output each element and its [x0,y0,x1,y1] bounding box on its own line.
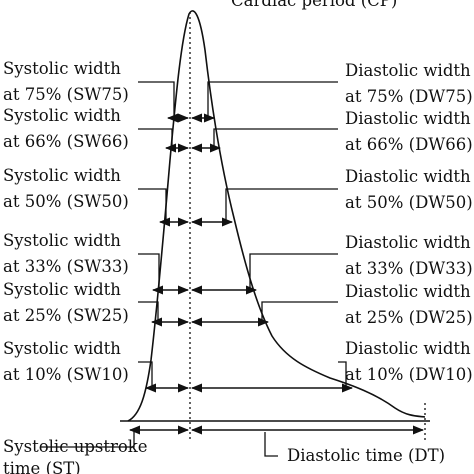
width-markers [138,81,354,393]
sw66-label-line1: Systolic width [3,106,121,125]
sw75-label-line2: at 75% (SW75) [3,85,129,104]
sw33-label-line2: at 33% (SW33) [3,257,129,276]
dw25-leader [261,301,338,320]
sw33-leader [138,253,160,288]
diastolic-time-label: Diastolic time (DT) [287,446,445,465]
dw66-label-line1: Diastolic width [345,109,471,128]
dw10-leader [338,361,347,386]
dw33-label-line1: Diastolic width [345,233,471,252]
sw66-leader [138,128,173,146]
dw50-label-line1: Diastolic width [345,167,471,186]
dt-leader [264,432,278,457]
sw25-leader [138,301,159,320]
dw10-label-line1: Diastolic width [345,339,471,358]
dw33-leader [249,253,338,288]
dw25-label-line2: at 25% (DW25) [345,308,473,327]
dw75-label-line1: Diastolic width [345,61,471,80]
dw25-label-line1: Diastolic width [345,282,471,301]
st-leader [40,430,135,448]
sw50-label-line2: at 50% (SW50) [3,192,129,211]
sw25-label-line2: at 25% (SW25) [3,306,129,325]
systolic-upstroke-label-line1: Systolic upstroke [3,437,148,456]
diastolic-labels: Diastolic width at 75% (DW75) Diastolic … [345,61,473,384]
sw10-label-line1: Systolic width [3,339,121,358]
sw10-label-line2: at 10% (SW10) [3,365,129,384]
sw10-leader [138,361,153,386]
sw25-label-line1: Systolic width [3,280,121,299]
sw66-label-line2: at 66% (SW66) [3,132,129,151]
dw33-label-line2: at 33% (DW33) [345,259,473,278]
dw66-leader [213,128,338,146]
pulse-waveform [127,10,426,422]
sw50-label-line1: Systolic width [3,166,121,185]
sw75-label-line1: Systolic width [3,59,121,78]
sw33-label-line1: Systolic width [3,231,121,250]
dw75-label-line2: at 75% (DW75) [345,87,473,106]
systolic-upstroke-label-line2: time (ST) [3,459,81,474]
sw50-leader [138,188,167,220]
dw50-label-line2: at 50% (DW50) [345,193,473,212]
dw10-label-line2: at 10% (DW10) [345,365,473,384]
sw75-leader [138,81,175,116]
dw50-leader [225,188,338,220]
dw75-leader [207,81,338,116]
systolic-labels: Systolic width at 75% (SW75) Systolic wi… [3,59,129,384]
cardiac-period-label: Cardiac period (CP) [231,0,397,10]
dw66-label-line2: at 66% (DW66) [345,135,473,154]
